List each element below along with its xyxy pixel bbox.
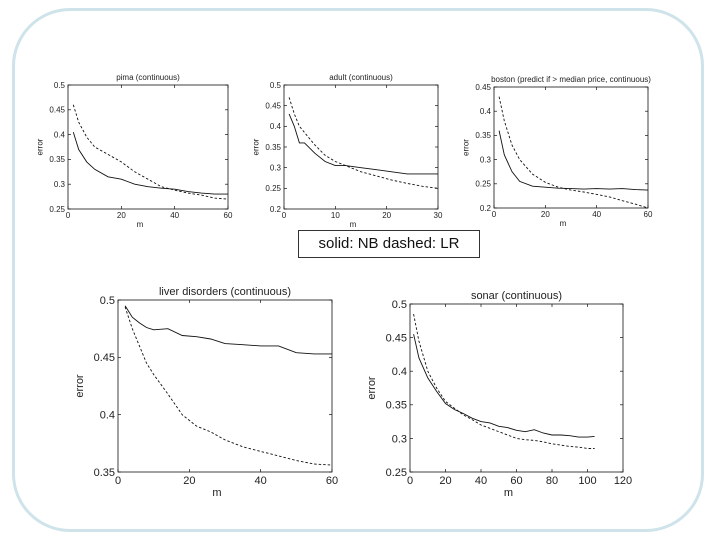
chart-title: boston (predict if > median price, conti… [491, 75, 651, 84]
x-tick-label: 40 [255, 475, 267, 487]
y-tick-label: 0.4 [54, 130, 66, 139]
y-tick-label: 0.45 [94, 352, 115, 364]
y-tick-label: 0.45 [475, 83, 491, 92]
x-axis-label: m [137, 220, 144, 229]
y-tick-label: 0.25 [265, 184, 281, 193]
y-tick-label: 0.5 [270, 81, 282, 90]
x-tick-label: 60 [326, 475, 338, 487]
y-tick-label: 0.35 [386, 400, 407, 412]
x-tick-label: 20 [382, 211, 391, 220]
x-tick-label: 60 [224, 211, 233, 220]
y-tick-label: 0.45 [49, 106, 65, 115]
y-tick-label: 0.4 [270, 122, 282, 131]
x-tick-label: 100 [578, 475, 596, 487]
x-tick-label: 40 [170, 211, 179, 220]
series-line-nb [72, 131, 228, 195]
plot-frame [117, 299, 333, 473]
x-tick-label: 0 [115, 475, 121, 487]
y-tick-label: 0.2 [480, 204, 492, 213]
y-tick-label: 0.25 [49, 205, 65, 214]
x-tick-label: 0 [66, 211, 71, 220]
legend-caption: solid: NB dashed: LR [298, 230, 480, 258]
y-axis-label: error [74, 374, 86, 398]
x-axis-label: m [350, 220, 357, 229]
x-tick-label: 30 [434, 211, 443, 220]
y-tick-label: 0.5 [392, 299, 407, 311]
chart-title: sonar (continuous) [471, 290, 562, 302]
x-axis-label: m [504, 487, 513, 499]
plot-frame [67, 84, 229, 210]
x-tick-label: 10 [331, 211, 340, 220]
x-tick-label: 20 [541, 210, 550, 219]
plot-frame [493, 86, 649, 209]
x-tick-label: 40 [475, 475, 487, 487]
x-tick-label: 80 [546, 475, 558, 487]
y-tick-label: 0.5 [100, 295, 115, 307]
series-line-lr [288, 97, 439, 189]
y-tick-label: 0.25 [386, 467, 407, 479]
x-tick-label: 60 [510, 475, 522, 487]
y-axis-label: error [251, 138, 260, 155]
y-tick-label: 0.3 [480, 155, 492, 164]
x-tick-label: 0 [282, 211, 287, 220]
x-tick-label: 120 [614, 475, 632, 487]
y-tick-label: 0.45 [386, 332, 407, 344]
y-tick-label: 0.3 [392, 433, 407, 445]
y-tick-label: 0.35 [94, 467, 115, 479]
y-tick-label: 0.5 [54, 81, 66, 90]
chart-title: adult (continuous) [329, 73, 393, 82]
x-axis-label: m [560, 219, 567, 228]
series-line-nb [413, 334, 595, 438]
series-line-nb [498, 130, 649, 191]
y-tick-label: 0.4 [100, 410, 115, 422]
x-tick-label: 20 [439, 475, 451, 487]
x-tick-label: 40 [592, 210, 601, 219]
y-axis-label: error [35, 138, 44, 155]
y-tick-label: 0.35 [49, 155, 65, 164]
y-tick-label: 0.35 [475, 131, 491, 140]
plot-frame [409, 303, 624, 473]
y-tick-label: 0.25 [475, 180, 491, 189]
y-tick-label: 0.4 [480, 107, 492, 116]
y-tick-label: 0.4 [392, 366, 407, 378]
y-axis-label: error [461, 139, 470, 156]
series-line-nb [288, 113, 438, 175]
x-axis-label: m [212, 487, 221, 499]
x-tick-label: 0 [407, 475, 413, 487]
y-tick-label: 0.2 [270, 205, 282, 214]
y-tick-label: 0.3 [54, 180, 66, 189]
x-tick-label: 20 [183, 475, 195, 487]
x-tick-label: 60 [644, 210, 653, 219]
series-line-lr [413, 314, 595, 449]
series-line-nb [124, 305, 332, 355]
y-tick-label: 0.35 [265, 143, 281, 152]
y-axis-label: error [366, 376, 378, 400]
x-tick-label: 0 [492, 210, 497, 219]
series-line-lr [72, 104, 229, 200]
slide-frame [12, 8, 704, 532]
y-tick-label: 0.3 [270, 163, 282, 172]
chart-title: liver disorders (continuous) [159, 286, 291, 298]
x-tick-label: 20 [117, 211, 126, 220]
y-tick-label: 0.45 [265, 101, 281, 110]
series-line-lr [124, 306, 333, 466]
chart-title: pima (continuous) [116, 73, 180, 82]
